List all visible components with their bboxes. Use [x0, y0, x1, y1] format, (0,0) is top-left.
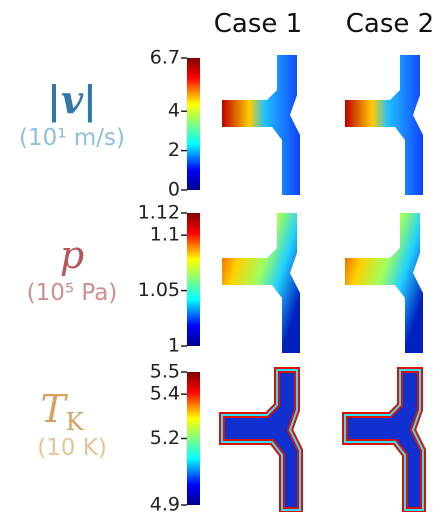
- tick-label: 1.12: [138, 202, 180, 224]
- tick-label: 1.1: [150, 224, 180, 246]
- tick-label: 5.4: [150, 383, 180, 405]
- tick-label: 4.9: [150, 494, 180, 512]
- tick-label: 1: [168, 335, 180, 357]
- row-label: |v|: [47, 77, 97, 122]
- tick-label: 1.05: [138, 279, 180, 301]
- colorbar: [187, 58, 200, 190]
- row-label: p: [60, 233, 84, 277]
- row-label-main: T: [40, 387, 68, 431]
- tick-label: 6.7: [150, 47, 180, 69]
- row-unit: (10⁵ Pa): [27, 280, 118, 306]
- column-header: Case 2: [346, 9, 434, 39]
- tick-label: 5.5: [150, 361, 180, 383]
- tick-label: 2: [168, 139, 180, 161]
- panel: [222, 213, 300, 353]
- row-unit: (10¹ m/s): [19, 125, 125, 151]
- column-header: Case 1: [214, 9, 302, 39]
- figure: Case 1 Case 2 |v| (10¹ m/s) p (10⁵ Pa) T…: [0, 0, 446, 512]
- panel: [222, 55, 300, 195]
- row-label-subscript: K: [66, 408, 85, 436]
- panel: [222, 370, 300, 510]
- tick-label: 5.2: [150, 427, 180, 449]
- row-label: TK: [40, 387, 84, 436]
- colorbar: [187, 213, 200, 346]
- tick-label: 4: [168, 100, 180, 122]
- panel: [345, 55, 423, 195]
- panel: [345, 213, 423, 353]
- row-unit: (10 K): [37, 435, 107, 461]
- panel: [345, 370, 423, 510]
- colorbar: [187, 372, 200, 505]
- tick-label: 0: [168, 179, 180, 201]
